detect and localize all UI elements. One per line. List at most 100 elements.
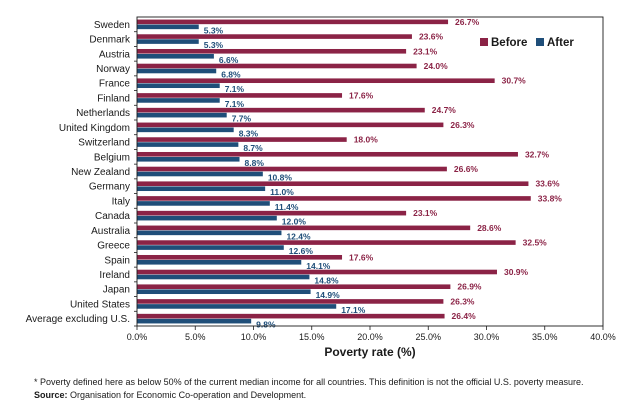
- category-label: Sweden: [94, 20, 130, 31]
- before-bar: [137, 93, 343, 98]
- before-value-label: 26.4%: [452, 311, 477, 321]
- after-value-label: 12.4%: [286, 231, 311, 241]
- before-value-label: 18.0%: [354, 135, 379, 145]
- before-value-label: 24.0%: [424, 61, 449, 71]
- category-label: Norway: [96, 64, 130, 75]
- x-tick-label: 15.0%: [299, 332, 325, 342]
- after-value-label: 17.1%: [341, 305, 366, 315]
- after-value-label: 7.1%: [225, 84, 245, 94]
- before-value-label: 24.7%: [432, 105, 457, 115]
- after-bar: [137, 304, 337, 309]
- after-value-label: 14.1%: [306, 261, 331, 271]
- plot-frame: [136, 16, 604, 327]
- before-value-label: 32.7%: [525, 149, 550, 159]
- x-tick-label: 35.0%: [532, 332, 558, 342]
- after-bar: [137, 171, 263, 177]
- category-label: Denmark: [89, 35, 131, 46]
- source-label: Source:: [34, 390, 68, 400]
- category-label: Australia: [91, 226, 130, 237]
- after-bar: [137, 83, 220, 89]
- before-bar: [137, 269, 497, 275]
- category-label: Netherlands: [76, 108, 130, 119]
- category-label: New Zealand: [71, 167, 130, 178]
- chart-footnote: * Poverty defined here as below 50% of t…: [34, 376, 634, 402]
- after-value-label: 10.8%: [268, 173, 293, 183]
- category-label: Finland: [97, 93, 130, 104]
- before-value-label: 17.6%: [349, 252, 374, 262]
- x-tick-label: 5.0%: [185, 332, 206, 342]
- after-bar: [137, 156, 240, 162]
- before-bar: [137, 313, 445, 319]
- before-value-label: 33.6%: [535, 179, 560, 189]
- before-value-label: 17.6%: [349, 90, 374, 100]
- category-label: Belgium: [94, 152, 130, 163]
- before-bar: [137, 107, 425, 113]
- after-value-label: 7.7%: [232, 114, 252, 124]
- after-bar: [137, 112, 227, 118]
- category-label: Japan: [103, 285, 130, 296]
- after-legend-swatch: [536, 38, 544, 46]
- after-bar: [137, 53, 214, 59]
- after-bar: [137, 39, 199, 44]
- after-value-label: 11.4%: [275, 202, 299, 212]
- before-bar: [137, 181, 529, 187]
- before-value-label: 33.8%: [538, 193, 563, 203]
- after-value-label: 6.6%: [219, 55, 239, 65]
- before-value-label: 26.7%: [455, 17, 480, 27]
- after-legend-label: After: [547, 37, 574, 49]
- category-label: Average excluding U.S.: [26, 314, 130, 325]
- category-label: Germany: [89, 182, 130, 193]
- after-bar: [137, 245, 284, 250]
- after-value-label: 14.9%: [316, 290, 341, 300]
- after-bar: [137, 318, 252, 324]
- after-value-label: 9.8%: [256, 320, 276, 330]
- before-value-label: 26.9%: [457, 282, 482, 292]
- before-value-label: 23.6%: [419, 32, 444, 42]
- before-bar: [137, 210, 407, 216]
- category-label: United States: [70, 299, 130, 310]
- before-bar: [137, 240, 516, 245]
- before-bar: [137, 19, 449, 25]
- after-bar: [137, 142, 239, 147]
- category-label: United Kingdom: [59, 123, 130, 134]
- before-bar: [137, 254, 343, 260]
- x-axis-title: Poverty rate (%): [324, 345, 415, 359]
- after-value-label: 7.1%: [225, 99, 245, 109]
- after-value-label: 6.8%: [221, 70, 241, 80]
- x-tick-label: 30.0%: [474, 332, 500, 342]
- after-value-label: 8.7%: [243, 143, 263, 153]
- before-value-label: 30.9%: [504, 267, 529, 277]
- after-bar: [137, 24, 199, 30]
- after-bar: [137, 259, 302, 265]
- before-value-label: 23.1%: [413, 46, 438, 56]
- after-value-label: 11.0%: [270, 187, 294, 197]
- before-bar: [137, 122, 444, 128]
- category-label: Canada: [95, 211, 130, 222]
- before-bar: [137, 78, 495, 84]
- before-value-label: 23.1%: [413, 208, 438, 218]
- source-line: Source: Organisation for Economic Co-ope…: [34, 389, 634, 402]
- definition-note: * Poverty defined here as below 50% of t…: [34, 377, 584, 387]
- after-bar: [137, 201, 270, 206]
- after-value-label: 8.3%: [239, 128, 259, 138]
- before-bar: [137, 151, 518, 157]
- after-bar: [137, 68, 217, 74]
- after-value-label: 12.0%: [282, 217, 307, 227]
- before-value-label: 30.7%: [502, 76, 527, 86]
- after-bar: [137, 186, 266, 192]
- category-label: Spain: [104, 255, 130, 266]
- after-bar: [137, 215, 277, 221]
- category-label: France: [99, 79, 131, 90]
- after-value-label: 14.8%: [314, 276, 339, 286]
- after-bar: [137, 274, 310, 280]
- before-bar: [137, 284, 451, 290]
- before-legend-label: Before: [491, 37, 527, 49]
- before-bar: [137, 225, 471, 231]
- before-value-label: 32.5%: [523, 238, 548, 248]
- before-bar: [137, 137, 347, 142]
- after-bar: [137, 127, 234, 133]
- after-bar: [137, 230, 282, 236]
- source-text: Organisation for Economic Co-operation a…: [67, 390, 307, 400]
- before-bar: [137, 34, 412, 39]
- before-legend-swatch: [480, 38, 488, 46]
